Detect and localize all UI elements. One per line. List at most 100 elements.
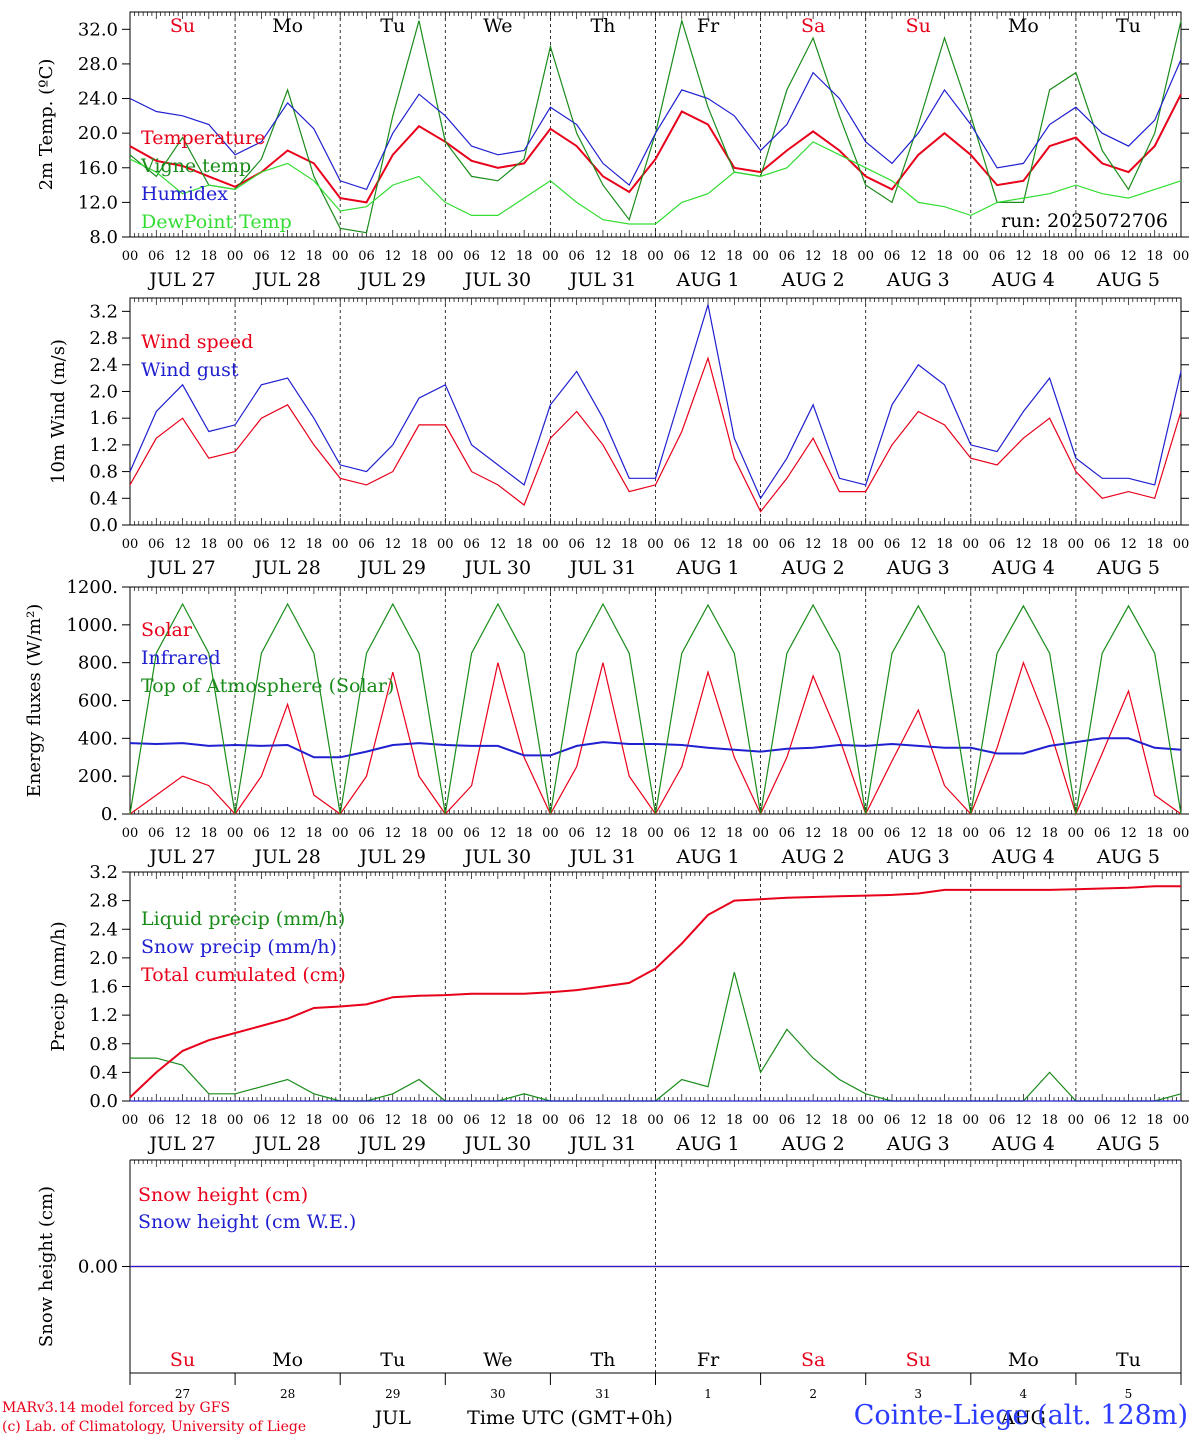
hour-tick-label: 18	[1146, 537, 1163, 552]
hour-tick-label: 00	[752, 1113, 769, 1128]
y-tick-label: 200.	[78, 766, 118, 787]
hour-tick-label: 18	[306, 537, 323, 552]
hour-tick-label: 00	[647, 826, 664, 841]
hour-tick-label: 06	[568, 537, 585, 552]
y-tick-label: 2.8	[89, 891, 118, 912]
weekday-label: Tu	[1116, 15, 1141, 37]
weekday-label: Th	[590, 1349, 615, 1371]
hour-tick-label: 00	[437, 1113, 454, 1128]
hour-tick-label: 12	[1015, 249, 1032, 264]
hour-tick-label: 06	[674, 249, 691, 264]
hour-tick-label: 00	[1173, 1113, 1190, 1128]
hour-tick-label: 06	[568, 249, 585, 264]
series-line-infrared	[129, 737, 1182, 759]
hour-tick-label: 00	[857, 1113, 874, 1128]
weekday-label: Tu	[380, 1349, 405, 1371]
y-tick-label: 16.0	[78, 158, 118, 179]
day-label: JUL 30	[463, 269, 531, 291]
day-label: JUL 28	[252, 269, 320, 291]
hour-tick-label: 18	[516, 249, 533, 264]
hour-tick-label: 00	[963, 1113, 980, 1128]
hour-tick-label: 00	[227, 1113, 244, 1128]
hour-tick-label: 06	[989, 826, 1006, 841]
series-line-total-cumulated-cm-	[129, 885, 1181, 1099]
y-tick-label: 0.8	[89, 1034, 118, 1055]
hour-tick-label: 00	[857, 826, 874, 841]
hour-tick-label: 06	[674, 537, 691, 552]
hour-tick-label: 18	[306, 1113, 323, 1128]
hour-tick-label: 12	[805, 826, 822, 841]
day-label: JUL 28	[252, 1133, 320, 1155]
hour-tick-label: 06	[358, 826, 375, 841]
legend-entry: Solar	[141, 619, 193, 641]
hour-tick-label: 06	[674, 1113, 691, 1128]
day-label: AUG 5	[1096, 846, 1160, 868]
hour-tick-label: 18	[936, 249, 953, 264]
hour-tick-label: 12	[490, 826, 507, 841]
hour-tick-label: 06	[463, 1113, 480, 1128]
hour-tick-label: 00	[752, 826, 769, 841]
weekday-label: Fr	[697, 1349, 720, 1371]
weekday-label: Tu	[380, 15, 405, 37]
y-tick-label: 0.00	[78, 1257, 118, 1278]
hour-tick-label: 00	[122, 249, 139, 264]
day-label: AUG 3	[886, 557, 950, 579]
hour-tick-label: 12	[595, 537, 612, 552]
legend-entry: Snow height (cm W.E.)	[138, 1211, 356, 1233]
legend-entry: Total cumulated (cm)	[141, 964, 346, 986]
hour-tick-label: 12	[384, 249, 401, 264]
y-tick-label: 0.	[101, 804, 118, 825]
hour-tick-label: 18	[1041, 1113, 1058, 1128]
hour-tick-label: 00	[332, 826, 349, 841]
panel-4	[122, 871, 1189, 1102]
hour-tick-label: 18	[936, 1113, 953, 1128]
day-label: JUL 30	[463, 1133, 531, 1155]
panel-3	[122, 586, 1189, 816]
hour-tick-label: 06	[463, 826, 480, 841]
day-label: AUG 2	[781, 269, 845, 291]
day-label: AUG 1	[676, 1133, 740, 1155]
panel-2	[122, 297, 1189, 526]
hour-tick-label: 00	[752, 537, 769, 552]
hour-tick-label: 12	[700, 249, 717, 264]
hour-tick-label: 06	[358, 1113, 375, 1128]
hour-tick-label: 18	[936, 826, 953, 841]
y-tick-label: 1200.	[66, 577, 118, 598]
bottom-day-number: 5	[1125, 1387, 1133, 1401]
hour-tick-label: 12	[910, 826, 927, 841]
y-tick-label: 0.4	[89, 488, 118, 509]
hour-tick-label: 00	[542, 1113, 559, 1128]
hour-tick-label: 00	[122, 537, 139, 552]
hour-tick-label: 18	[726, 826, 743, 841]
hour-tick-label: 12	[279, 826, 296, 841]
plot-frame	[129, 11, 1182, 238]
hour-tick-label: 06	[358, 249, 375, 264]
hour-tick-label: 18	[621, 826, 638, 841]
hour-tick-label: 00	[227, 826, 244, 841]
hour-tick-label: 00	[647, 1113, 664, 1128]
hour-tick-label: 12	[279, 537, 296, 552]
hour-tick-label: 18	[201, 249, 218, 264]
day-label: AUG 4	[991, 557, 1055, 579]
hour-tick-label: 00	[332, 537, 349, 552]
hour-tick-label: 06	[674, 826, 691, 841]
hour-tick-label: 18	[1146, 1113, 1163, 1128]
hour-tick-label: 12	[1015, 537, 1032, 552]
y-tick-label: 1000.	[66, 615, 118, 636]
hour-tick-label: 00	[752, 249, 769, 264]
hour-tick-label: 12	[1120, 1113, 1137, 1128]
day-label: AUG 3	[886, 269, 950, 291]
day-label: AUG 5	[1096, 557, 1160, 579]
hour-tick-label: 18	[936, 537, 953, 552]
day-label: AUG 2	[781, 1133, 845, 1155]
hour-tick-label: 18	[411, 249, 428, 264]
day-label: JUL 28	[252, 846, 320, 868]
hour-tick-label: 00	[542, 249, 559, 264]
day-label: JUL 29	[358, 846, 426, 868]
hour-tick-label: 18	[516, 826, 533, 841]
weekday-label: Su	[906, 15, 931, 37]
legend-entry: Infrared	[141, 647, 221, 669]
day-label: JUL 29	[358, 557, 426, 579]
hour-tick-label: 00	[857, 537, 874, 552]
hour-tick-label: 06	[989, 537, 1006, 552]
